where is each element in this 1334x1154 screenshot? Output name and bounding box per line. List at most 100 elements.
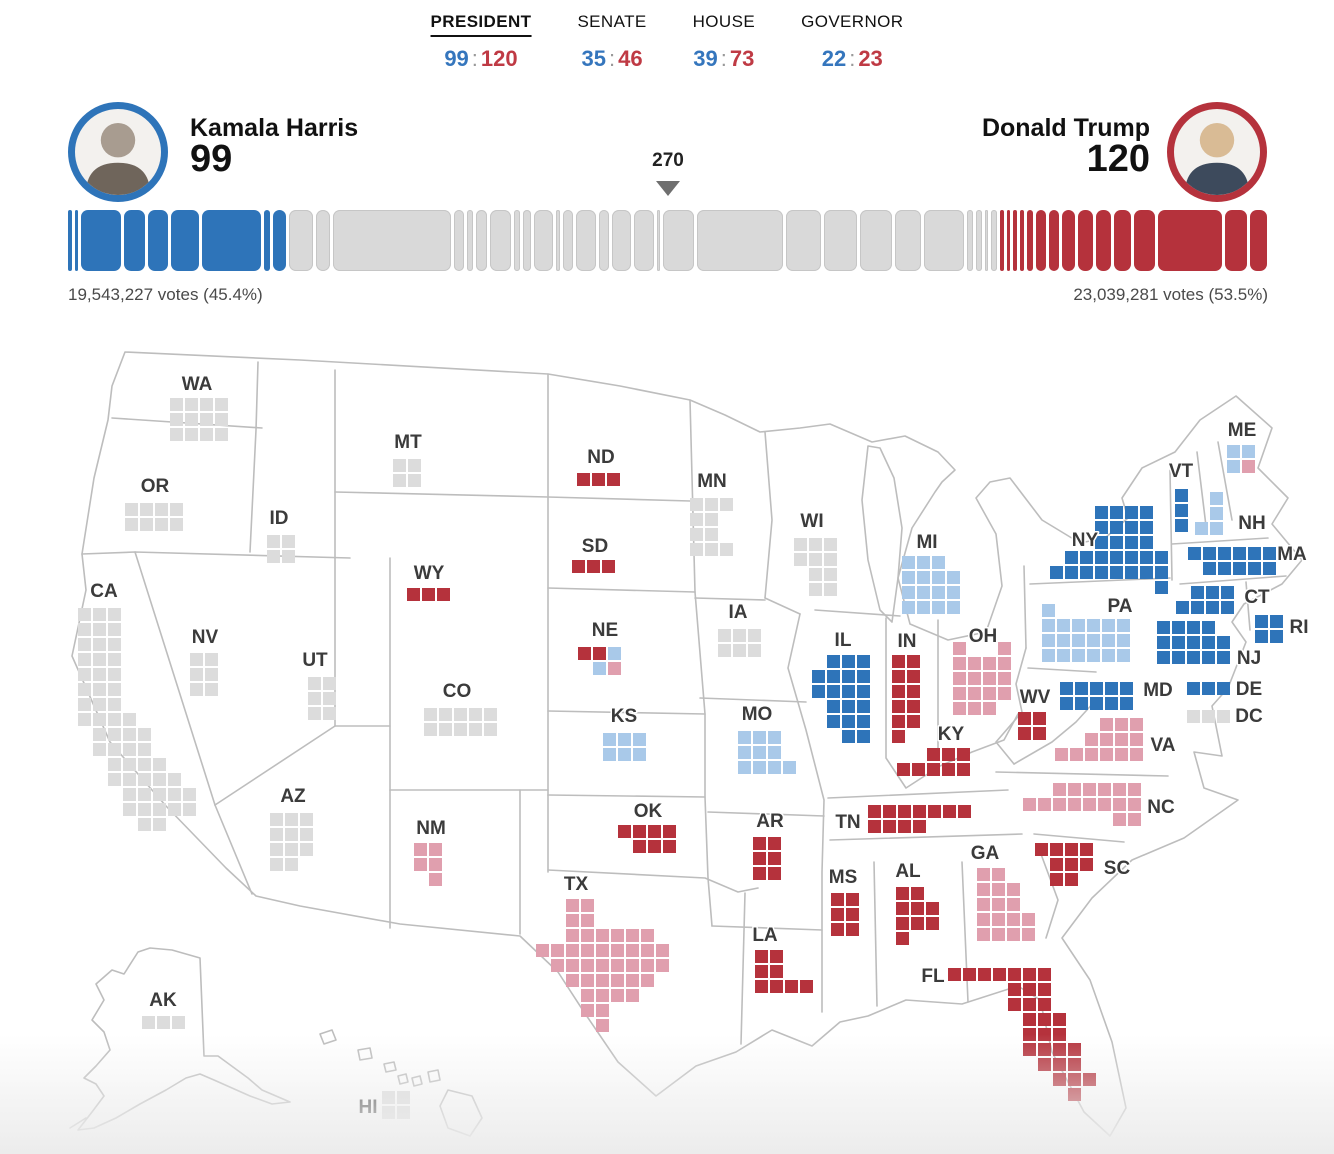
state-la[interactable]: LA [751, 924, 813, 993]
tab-governor[interactable]: GOVERNOR 22:23 [801, 12, 903, 72]
state-ia[interactable]: IA [718, 601, 761, 657]
state-wa[interactable]: WA [170, 373, 228, 441]
state-nd[interactable]: ND [577, 446, 620, 486]
ev-bar-segment[interactable] [74, 210, 79, 271]
state-vt[interactable]: VT [1167, 460, 1195, 532]
ev-bar-segment[interactable] [1026, 210, 1033, 271]
ev-bar-segment[interactable] [68, 210, 72, 271]
ev-bar-segment[interactable] [1062, 210, 1076, 271]
tab-house[interactable]: HOUSE 39:73 [693, 12, 755, 72]
tab-senate[interactable]: SENATE 35:46 [577, 12, 646, 72]
ev-bar-segment[interactable] [696, 210, 784, 271]
state-ks[interactable]: KS [603, 705, 646, 761]
ev-bar-segment[interactable] [201, 210, 262, 271]
state-ky[interactable]: KY [897, 723, 970, 776]
state-ak[interactable]: AK [142, 989, 185, 1029]
state-mo[interactable]: MO [738, 703, 796, 774]
ev-bar-segment[interactable] [476, 210, 487, 271]
state-ut[interactable]: UT [301, 649, 336, 720]
state-nc[interactable]: NC [1023, 783, 1176, 826]
ev-bar-segment[interactable] [1035, 210, 1047, 271]
ev-bar-segment[interactable] [534, 210, 554, 271]
state-fl[interactable]: FL [920, 965, 1096, 1101]
state-ne[interactable]: NE [578, 619, 621, 675]
ev-bar-segment[interactable] [1158, 210, 1223, 271]
state-dc[interactable]: DC [1187, 705, 1264, 729]
ev-bar-segment[interactable] [1006, 210, 1011, 271]
state-az[interactable]: AZ [270, 785, 313, 871]
state-co[interactable]: CO [424, 680, 497, 736]
state-in[interactable]: IN [892, 630, 920, 743]
state-mt[interactable]: MT [393, 431, 424, 487]
ev-bar-segment[interactable] [991, 210, 998, 271]
state-oh[interactable]: OH [953, 625, 1011, 715]
ev-bar-segment[interactable] [823, 210, 857, 271]
ev-bar-segment[interactable] [1078, 210, 1093, 271]
state-or[interactable]: OR [125, 475, 183, 531]
ev-bar-segment[interactable] [895, 210, 922, 271]
state-il[interactable]: IL [812, 629, 870, 743]
ev-bar-segment[interactable] [264, 210, 271, 271]
ev-bar-segment[interactable] [975, 210, 982, 271]
ev-bar-segment[interactable] [522, 210, 532, 271]
ev-bar-segment[interactable] [634, 210, 654, 271]
state-nv[interactable]: NV [190, 626, 220, 696]
state-de[interactable]: DE [1187, 678, 1264, 702]
ev-bar-segment[interactable] [556, 210, 561, 271]
ev-bar-segment[interactable] [148, 210, 168, 271]
ev-bar-segment[interactable] [123, 210, 146, 271]
ev-bar-segment[interactable] [1000, 210, 1004, 271]
state-hi[interactable]: HI [357, 1091, 411, 1120]
ev-bar-segment[interactable] [1249, 210, 1267, 271]
ev-bar-segment[interactable] [966, 210, 973, 271]
ev-bar-segment[interactable] [489, 210, 512, 271]
state-ny[interactable]: NY [1050, 506, 1168, 594]
state-ct[interactable]: CT [1176, 586, 1272, 614]
state-nm[interactable]: NM [414, 817, 447, 886]
ev-bar-segment[interactable] [453, 210, 465, 271]
ev-bar-segment[interactable] [1049, 210, 1060, 271]
ev-bar-segment[interactable] [656, 210, 661, 271]
ev-bar-segment[interactable] [1113, 210, 1131, 271]
ev-bar-segment[interactable] [514, 210, 520, 271]
state-tn[interactable]: TN [834, 805, 971, 835]
ev-bar-segment[interactable] [786, 210, 821, 271]
ev-bar-segment[interactable] [170, 210, 199, 271]
state-tx[interactable]: TX [536, 873, 669, 1032]
state-sc[interactable]: SC [1035, 843, 1132, 886]
state-wi[interactable]: WI [794, 510, 837, 596]
ev-bar-segment[interactable] [1020, 210, 1024, 271]
state-ok[interactable]: OK [618, 800, 676, 853]
state-ma[interactable]: MA [1188, 543, 1309, 575]
state-ar[interactable]: AR [753, 810, 785, 880]
state-va[interactable]: VA [1055, 718, 1177, 761]
ev-bar-segment[interactable] [273, 210, 286, 271]
state-ca[interactable]: CA [78, 580, 196, 831]
state-id[interactable]: ID [267, 507, 295, 563]
state-nh[interactable]: NH [1195, 492, 1267, 536]
state-sd[interactable]: SD [572, 535, 615, 573]
ev-bar-segment[interactable] [598, 210, 610, 271]
ev-bar-segment[interactable] [333, 210, 451, 271]
ev-bar-segment[interactable] [563, 210, 574, 271]
state-md[interactable]: MD [1060, 679, 1174, 710]
state-mi[interactable]: MI [902, 531, 960, 614]
state-ms[interactable]: MS [827, 866, 859, 936]
state-wv[interactable]: WV [1018, 686, 1052, 740]
ev-bar-segment[interactable] [288, 210, 313, 271]
state-wy[interactable]: WY [407, 562, 450, 601]
state-me[interactable]: ME [1226, 419, 1258, 473]
ev-bar-segment[interactable] [81, 210, 121, 271]
ev-bar-segment[interactable] [1225, 210, 1247, 271]
ev-bar-segment[interactable] [984, 210, 989, 271]
state-ri[interactable]: RI [1255, 615, 1310, 643]
ev-bar-segment[interactable] [924, 210, 964, 271]
ev-bar-segment[interactable] [467, 210, 474, 271]
ev-bar-segment[interactable] [1133, 210, 1156, 271]
state-nj[interactable]: NJ [1157, 621, 1263, 671]
ev-bar-segment[interactable] [1095, 210, 1111, 271]
ev-bar-segment[interactable] [859, 210, 893, 271]
ev-bar-segment[interactable] [1013, 210, 1018, 271]
state-mn[interactable]: MN [690, 470, 733, 556]
ev-bar-segment[interactable] [663, 210, 694, 271]
